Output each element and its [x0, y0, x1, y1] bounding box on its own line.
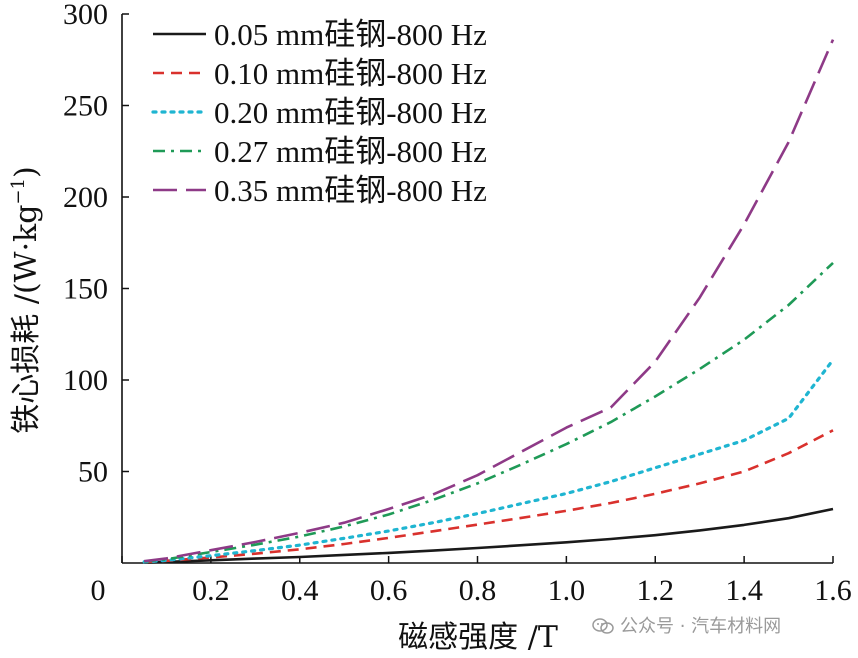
x-tick-label: 0.6	[370, 574, 408, 607]
x-ticks: 0 0.2 0.4 0.6 0.8 1.0 1.2 1.4 1.6	[91, 556, 852, 607]
legend-label-5: 0.35 mm硅钢-800 Hz	[214, 173, 487, 208]
x-tick-label: 0.2	[192, 574, 230, 607]
x-tick-label: 1.6	[814, 574, 852, 607]
legend-label-1: 0.05 mm硅钢-800 Hz	[214, 17, 487, 52]
x-tick-label: 1.0	[548, 574, 586, 607]
series-line-4	[144, 261, 834, 563]
y-tick-label: 150	[63, 273, 108, 306]
y-axis-title-sup: −1	[8, 178, 29, 205]
series-line-1	[144, 507, 834, 564]
y-tick-label: 50	[78, 456, 108, 489]
x-tick-label: 0.8	[459, 574, 497, 607]
series-line-2	[144, 429, 834, 564]
y-axis-title: 铁心损耗 /(W·kg−1)	[8, 166, 44, 433]
series-layer	[142, 39, 835, 564]
y-tick-label: 300	[63, 0, 108, 31]
x-tick-label: 0	[91, 574, 106, 607]
legend-label-2: 0.10 mm硅钢-800 Hz	[214, 56, 487, 91]
x-tick-label: 1.2	[637, 574, 675, 607]
x-tick-label: 0.4	[281, 574, 319, 607]
wechat-icon	[592, 618, 614, 634]
y-tick-label: 100	[63, 364, 108, 397]
watermark-text: 公众号 · 汽车材料网	[620, 616, 782, 637]
y-axis-title-close: )	[9, 166, 44, 178]
series-line-5	[144, 39, 835, 563]
series-line-3	[142, 358, 835, 564]
legend-label-4: 0.27 mm硅钢-800 Hz	[214, 134, 487, 169]
x-tick-label: 1.4	[725, 574, 763, 607]
legend: 0.05 mm硅钢-800 Hz 0.10 mm硅钢-800 Hz 0.20 mm硅…	[151, 17, 487, 208]
y-tick-label: 200	[63, 181, 108, 214]
x-axis-title: 磁感强度 /T	[398, 620, 558, 655]
legend-label-3: 0.20 mm硅钢-800 Hz	[214, 95, 487, 130]
y-axis-title-main: 铁心损耗 /(W·kg	[9, 205, 44, 434]
watermark: 公众号 · 汽车材料网	[592, 612, 781, 638]
y-tick-label: 250	[63, 90, 108, 123]
y-ticks: 50 100 150 200 250 300	[63, 0, 129, 489]
